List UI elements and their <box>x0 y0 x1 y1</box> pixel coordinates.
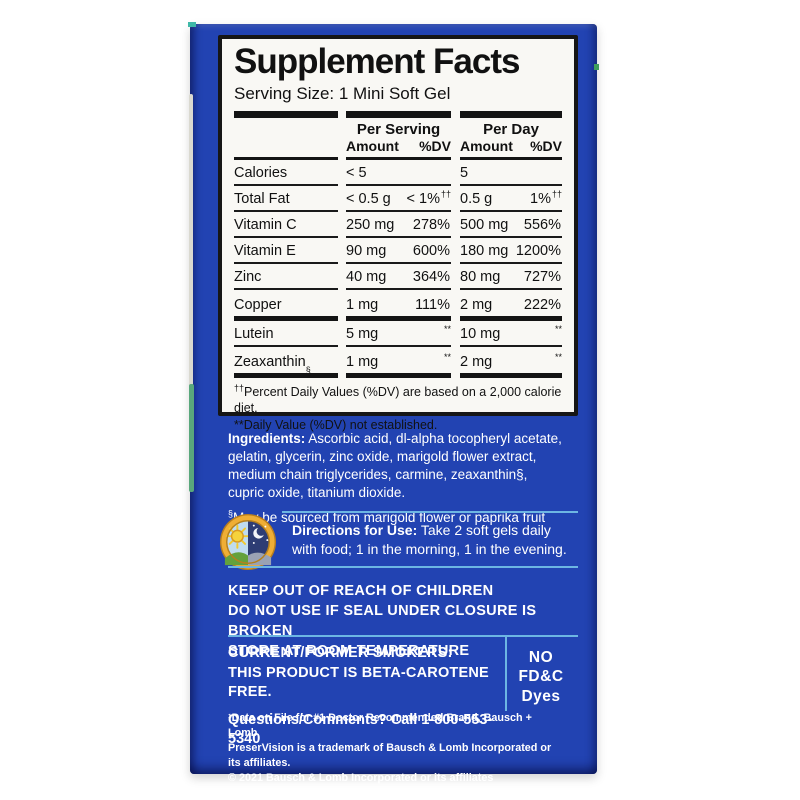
table-row: Total Fat < 0.5 g < 1%†† 0.5 g 1%†† <box>234 186 562 212</box>
per-day-dv: 556% <box>523 216 561 233</box>
per-day-header: Per Day <box>483 120 539 138</box>
nutrient-name: Calories <box>234 160 338 186</box>
per-serving-dv: < 1%†† <box>406 188 451 207</box>
table-row: Lutein 5 mg ** 10 mg ** <box>234 321 562 347</box>
fineprint-line2: PreserVision is a trademark of Bausch & … <box>228 742 552 770</box>
per-serving-amount: 1 mg <box>346 296 379 313</box>
supplement-facts-panel: Supplement Facts Serving Size: 1 Mini So… <box>218 35 578 432</box>
per-day-amount: 10 mg <box>460 325 501 342</box>
warning-children: KEEP OUT OF REACH OF CHILDREN <box>228 583 494 599</box>
nutrient-name: Vitamin E <box>234 238 338 264</box>
per-day-amount: 2 mg <box>460 353 493 370</box>
table-row: Zinc 40 mg 364% 80 mg 727% <box>234 264 562 290</box>
section-divider-bar <box>234 372 562 378</box>
amount-header: Amount <box>460 138 513 154</box>
per-serving-amount: 5 mg <box>346 325 379 342</box>
header-underbar <box>234 156 562 160</box>
box-edge-strip-green <box>189 384 194 492</box>
per-serving-dv <box>450 165 451 181</box>
per-day-amount: 500 mg <box>460 216 509 233</box>
box-corner-green <box>594 64 599 70</box>
table-row: Vitamin E 90 mg 600% 180 mg 1200% <box>234 238 562 264</box>
box-corner-teal <box>188 22 196 27</box>
per-serving-dv: 600% <box>412 242 450 259</box>
per-serving-dv: 278% <box>412 216 450 233</box>
fineprint-line1: ¹Data on File for #1 Doctor Recommended … <box>228 712 532 740</box>
column-subheader: Amount %DV Amount %DV <box>234 138 562 157</box>
nutrient-name: Total Fat <box>234 186 338 212</box>
nutrient-name: Zinc <box>234 264 338 290</box>
box-edge-strip <box>189 94 193 394</box>
per-day-dv: 727% <box>523 268 561 285</box>
dv-header: %DV <box>530 138 562 154</box>
per-serving-dv: ** <box>443 351 451 362</box>
per-serving-amount: 250 mg <box>346 216 395 233</box>
directions-section: Directions for Use: Take 2 soft gels dai… <box>292 521 568 559</box>
directions-label: Directions for Use: <box>292 522 418 538</box>
per-serving-dv: 111% <box>415 296 450 313</box>
contact-phone: Questions/Comments? Call 1-800-553-5340 <box>228 711 493 748</box>
footnote-dv-not-established: **Daily Value (%DV) not established. <box>234 417 438 432</box>
smokers-divider <box>228 635 578 637</box>
warnings-section: KEEP OUT OF REACH OF CHILDREN DO NOT USE… <box>228 581 580 661</box>
per-day-dv: ** <box>554 323 562 334</box>
dv-header: %DV <box>419 138 451 154</box>
per-day-amount: 5 <box>460 164 469 181</box>
per-serving-amount: 90 mg <box>346 242 387 259</box>
smokers-line1: CURRENT/FORMER SMOKERS: <box>228 645 453 661</box>
section-divider-bar <box>234 315 562 321</box>
per-serving-amount: 40 mg <box>346 268 387 285</box>
nutrient-name: Zeaxanthin § <box>234 353 311 375</box>
per-day-dv: 1%†† <box>530 188 562 207</box>
ingredients-paragraph: Ingredients: Ascorbic acid, dl-alpha toc… <box>228 431 562 501</box>
directions-divider-top <box>282 511 578 513</box>
warning-storage: STORE AT ROOM TEMPERATURE <box>228 643 470 659</box>
table-row: Vitamin C 250 mg 278% 500 mg 556% <box>234 212 562 238</box>
no-fdc-dyes-badge: NO FD&C Dyes <box>518 649 564 705</box>
serving-size: Serving Size: 1 Mini Soft Gel <box>234 83 451 103</box>
nutrient-name: Copper <box>234 296 282 313</box>
per-day-amount: 80 mg <box>460 268 501 285</box>
day-night-icon <box>219 513 277 571</box>
per-serving-amount: < 0.5 g <box>346 190 391 207</box>
table-row: Zeaxanthin § 1 mg ** 2 mg ** <box>234 347 562 375</box>
per-serving-amount: 1 mg <box>346 353 379 370</box>
per-serving-dv: 364% <box>412 268 450 285</box>
per-day-dv: 1200% <box>515 242 561 259</box>
nutrient-name: Vitamin C <box>234 212 338 238</box>
badge-vertical-divider <box>505 635 507 711</box>
footnote-daily-values: ††Percent Daily Values (%DV) are based o… <box>234 382 562 416</box>
smokers-line2: THIS PRODUCT IS BETA-CAROTENE FREE. <box>228 664 489 701</box>
smokers-section: CURRENT/FORMER SMOKERS: THIS PRODUCT IS … <box>228 644 500 750</box>
fineprint-line3: © 2021 Bausch & Lomb Incorporated or its… <box>228 772 494 785</box>
table-top-bar <box>234 110 562 118</box>
amount-header: Amount <box>346 138 399 154</box>
per-day-dv: 222% <box>523 296 561 313</box>
directions-divider-bottom <box>228 566 578 568</box>
supplement-facts-title: Supplement Facts <box>234 42 520 81</box>
table-row: Calories < 5 5 <box>234 160 562 186</box>
directions-text: Take 2 soft gels daily with food; 1 in t… <box>292 522 567 557</box>
ingredients-label: Ingredients: <box>228 431 306 446</box>
per-day-amount: 0.5 g <box>460 190 493 207</box>
legal-fineprint: ¹Data on File for #1 Doctor Recommended … <box>228 711 564 787</box>
ingredients-section: Ingredients: Ascorbic acid, dl-alpha toc… <box>228 430 566 545</box>
table-footnotes: ††Percent Daily Values (%DV) are based o… <box>234 382 562 434</box>
nutrient-name: Lutein <box>234 321 338 347</box>
per-serving-dv: ** <box>443 323 451 334</box>
per-day-dv: ** <box>554 351 562 362</box>
table-row: Copper 1 mg 111% 2 mg 222% <box>234 290 562 316</box>
per-day-amount: 180 mg <box>460 242 509 259</box>
product-box-back-panel: Supplement Facts Serving Size: 1 Mini So… <box>188 22 599 784</box>
per-serving-header: Per Serving <box>356 120 441 138</box>
per-day-dv <box>561 165 562 181</box>
per-serving-amount: < 5 <box>346 164 367 181</box>
column-group-header: Per Serving Per Day <box>234 118 562 138</box>
per-day-amount: 2 mg <box>460 296 493 313</box>
